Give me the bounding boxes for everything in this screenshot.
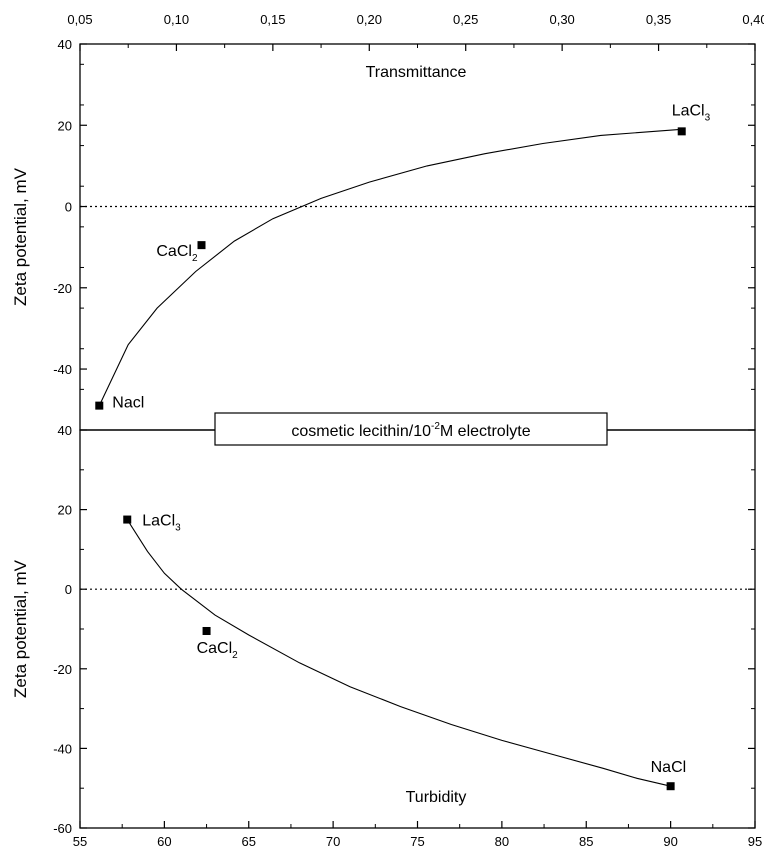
- y-tick-label: -40: [53, 741, 72, 756]
- legend-text: cosmetic lecithin/10-2M electrolyte: [291, 421, 530, 440]
- y-tick-label: -60: [53, 821, 72, 836]
- x-tick-label: 0,05: [67, 12, 92, 27]
- y-tick-label: -20: [53, 281, 72, 296]
- y-tick-label: 40: [58, 37, 72, 52]
- x-tick-label: 75: [410, 834, 424, 849]
- panel-annotation: Turbidity: [406, 789, 467, 806]
- y-tick-label: -20: [53, 662, 72, 677]
- panel-top: 40 20 0 -20 -40 0,05 0,10 0,15 0,20 0,25 0,30 0,35 0…: [11, 12, 764, 431]
- y-tick-label: -40: [53, 362, 72, 377]
- x-tick-label: 90: [663, 834, 677, 849]
- point-label: CaCl2: [197, 640, 239, 661]
- x-tick-label: 0,25: [453, 12, 478, 27]
- y-tick-label: 20: [58, 503, 72, 518]
- fit-curve: [98, 128, 682, 406]
- x-tick-label: 0,20: [357, 12, 382, 27]
- x-tick-label: 60: [157, 834, 171, 849]
- y-axis-label: Zeta potential, mV: [11, 167, 30, 306]
- point-label: NaCl: [651, 759, 687, 776]
- panel-annotation: Transmittance: [366, 64, 467, 81]
- data-point-cacl2: [197, 241, 206, 250]
- data-point-lacl3: [123, 515, 132, 524]
- legend-frame: [214, 412, 608, 446]
- y-tick-label: 0: [65, 200, 72, 215]
- data-point-nacl: [95, 401, 104, 410]
- x-tick-label: 80: [495, 834, 509, 849]
- y-tick-label: 40: [58, 423, 72, 438]
- point-label: CaCl2: [156, 243, 198, 264]
- fit-curve: [126, 519, 671, 787]
- data-point-nacl: [666, 782, 675, 791]
- data-point-cacl2: [202, 626, 211, 635]
- x-tick-label: 95: [748, 834, 762, 849]
- legend-box: cosmetic lecithin/10-2M electrolyte: [214, 412, 608, 446]
- point-label: Nacl: [112, 395, 144, 412]
- y-tick-label: 20: [58, 118, 72, 133]
- point-label: LaCl3: [672, 102, 711, 123]
- plot-frame: [79, 43, 756, 431]
- x-tick-label: 55: [73, 834, 87, 849]
- x-tick-label: 0,35: [646, 12, 671, 27]
- data-point-lacl3: [677, 127, 686, 136]
- x-tick-label: 0,15: [260, 12, 285, 27]
- x-tick-label: 85: [579, 834, 593, 849]
- x-tick-label: 65: [242, 834, 256, 849]
- x-tick-label: 0,10: [164, 12, 189, 27]
- x-tick-label: 0,40: [742, 12, 764, 27]
- y-axis-label: Zeta potential, mV: [11, 559, 30, 698]
- point-label: LaCl3: [142, 513, 181, 534]
- x-tick-label: 0,30: [549, 12, 574, 27]
- x-tick-label: 70: [326, 834, 340, 849]
- y-tick-label: 0: [65, 582, 72, 597]
